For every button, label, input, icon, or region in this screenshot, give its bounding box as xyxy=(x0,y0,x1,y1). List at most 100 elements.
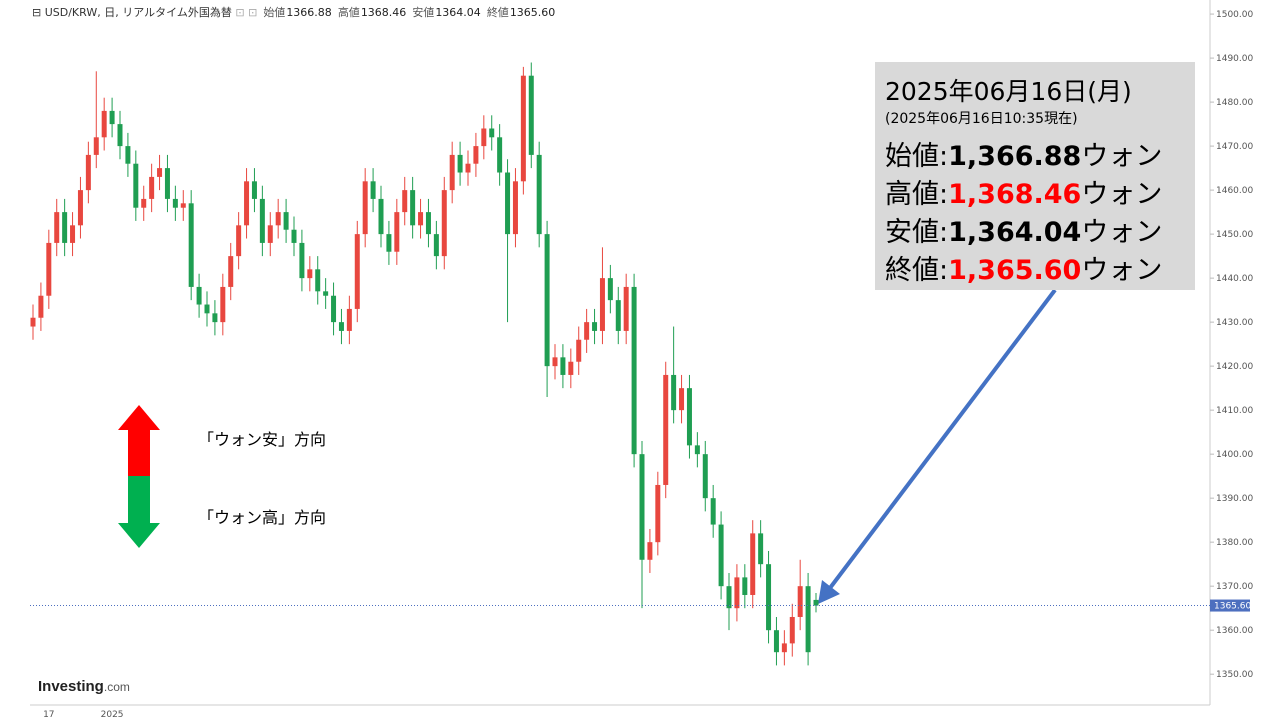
candle-body xyxy=(433,234,439,257)
candle-body xyxy=(425,212,431,235)
header-field-value: 1365.60 xyxy=(509,6,556,19)
candle-body xyxy=(133,163,139,208)
candle-body xyxy=(686,388,692,446)
candle-body xyxy=(631,286,637,455)
candle-body xyxy=(283,212,289,230)
candle-body xyxy=(85,154,91,191)
header-field-value: 1368.46 xyxy=(360,6,407,19)
candle-body xyxy=(568,361,574,375)
y-tick-label: 1360.00 xyxy=(1216,626,1253,636)
last-price-label: 1365.60 xyxy=(1214,602,1251,612)
y-tick-label: 1370.00 xyxy=(1216,582,1253,592)
candle-body xyxy=(592,322,598,331)
candle-body xyxy=(30,317,36,327)
last-price-tag xyxy=(1210,599,1250,612)
y-tick-label: 1460.00 xyxy=(1216,186,1253,196)
candle-body xyxy=(315,269,321,292)
y-tick-label: 1440.00 xyxy=(1216,274,1253,284)
candle-body xyxy=(101,110,107,138)
candle-body xyxy=(180,203,186,208)
info-row: 安値:1,364.04ウォン xyxy=(885,210,1162,249)
candle-body xyxy=(758,533,764,565)
info-row: 高値:1,368.46ウォン xyxy=(885,172,1162,211)
header-field-value: 1364.04 xyxy=(435,6,481,19)
y-tick-label: 1410.00 xyxy=(1216,406,1253,416)
logo: Investing.com xyxy=(38,678,130,695)
candle-body xyxy=(291,229,297,243)
legend-up: 「ウォン安」方向 xyxy=(198,430,327,449)
info-unit: ウォン xyxy=(1081,255,1163,286)
info-value: 1,368.46 xyxy=(948,179,1082,210)
candle-body xyxy=(702,454,708,499)
candle-body xyxy=(402,190,408,213)
candle-body xyxy=(663,374,669,485)
candle-body xyxy=(615,300,621,331)
info-label: 安値 xyxy=(885,217,939,248)
candle-body xyxy=(188,203,194,287)
candle-body xyxy=(781,643,787,653)
candle-body xyxy=(275,212,281,226)
candle-body xyxy=(710,498,716,525)
info-sep: : xyxy=(939,179,949,210)
candle-body xyxy=(354,234,360,309)
candle-body xyxy=(149,176,155,199)
header-field-label: 安値 xyxy=(412,6,435,19)
candle-body xyxy=(497,137,503,173)
y-tick-label: 1430.00 xyxy=(1216,318,1253,328)
info-label: 終値 xyxy=(885,255,939,286)
candle-body xyxy=(212,313,218,323)
candle-body xyxy=(109,110,115,125)
candle-body xyxy=(560,357,566,375)
y-tick-label: 1470.00 xyxy=(1216,142,1253,152)
info-unit: ウォン xyxy=(1081,179,1163,210)
header-field-label: 高値 xyxy=(337,6,360,19)
candle-body xyxy=(726,586,732,609)
candle-body xyxy=(734,577,740,609)
y-tick-label: 1420.00 xyxy=(1216,362,1253,372)
candle-body xyxy=(647,542,653,560)
y-tick-label: 1400.00 xyxy=(1216,450,1253,460)
candle-body xyxy=(220,286,226,323)
direction-arrow xyxy=(118,405,160,548)
candle-body xyxy=(718,524,724,587)
x-tick-label: 2025 xyxy=(101,710,124,720)
candle-body xyxy=(299,242,305,279)
info-row: 終値:1,365.60ウォン xyxy=(885,248,1162,287)
candle-body xyxy=(584,322,590,340)
candle-body xyxy=(449,154,455,191)
info-unit: ウォン xyxy=(1081,217,1163,248)
candle-body xyxy=(38,295,44,318)
candle-body xyxy=(196,286,202,305)
info-sep: : xyxy=(939,255,949,286)
candle-body xyxy=(54,212,60,243)
candle-body xyxy=(164,168,170,199)
candle-body xyxy=(331,295,337,323)
candle-body xyxy=(655,484,661,543)
info-value: 1,365.60 xyxy=(948,255,1082,286)
candle-body xyxy=(457,154,463,173)
candle-body xyxy=(489,128,495,138)
candle-body xyxy=(789,616,795,644)
candle-body xyxy=(141,198,147,208)
candle-body xyxy=(773,630,779,653)
candle-body xyxy=(679,388,685,411)
y-tick-label: 1450.00 xyxy=(1216,230,1253,240)
y-tick-label: 1480.00 xyxy=(1216,98,1253,108)
header: ⊟ USD/KRW, 日, リアルタイム外国為替 ⊡ ⊡ 始値1366.88 高値1… xyxy=(32,6,556,19)
candle-body xyxy=(93,137,99,155)
candle-body xyxy=(552,357,558,367)
candle-body xyxy=(465,163,471,173)
candle-body xyxy=(607,278,613,301)
logo-suffix: .com xyxy=(103,680,130,694)
header-field-label: 終値 xyxy=(486,6,509,19)
candle-body xyxy=(46,242,52,296)
info-box: 2025年06月16日(月) (2025年06月16日10:35現在) 始値:1… xyxy=(875,62,1195,290)
candle-body xyxy=(512,181,518,235)
candle-body xyxy=(77,190,83,226)
info-unit: ウォン xyxy=(1081,141,1163,172)
candle-body xyxy=(639,454,645,560)
header-field-label: 始値 xyxy=(263,6,286,19)
candle-body xyxy=(671,374,677,411)
candle-body xyxy=(117,124,123,147)
